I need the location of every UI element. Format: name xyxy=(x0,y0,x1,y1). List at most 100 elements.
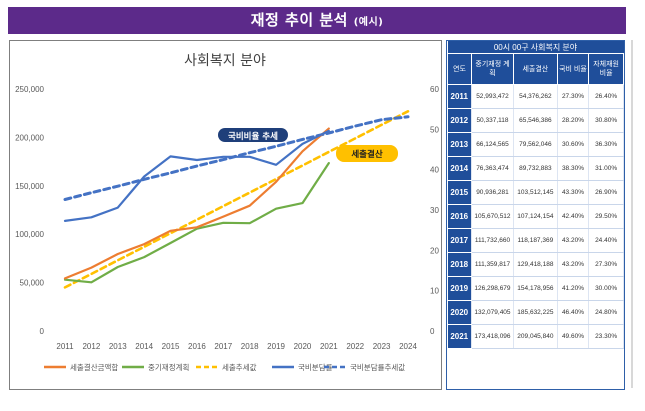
table-row: 2018 111,359,817 129,418,188 43.20% 27.30% xyxy=(447,252,624,277)
page-subtitle: (예시) xyxy=(353,17,384,28)
table-year-cell: 2019 xyxy=(447,276,472,301)
table-cell: 50,337,118 xyxy=(471,108,515,133)
table-row: 2021 173,418,096 209,045,840 49.60% 23.30% xyxy=(447,324,624,349)
x-tick-label: 2012 xyxy=(82,342,100,351)
x-tick-label: 2011 xyxy=(56,342,74,351)
table-cell: 46.40% xyxy=(557,300,590,325)
y-right-tick-label: 10 xyxy=(430,287,439,296)
table-row: 2015 90,936,281 103,512,145 43.30% 26.90% xyxy=(447,180,624,205)
x-tick-label: 2015 xyxy=(162,342,180,351)
table-cell: 26.90% xyxy=(588,180,624,205)
y-left-tick-label: 200,000 xyxy=(15,133,44,142)
table-year-cell: 2014 xyxy=(447,156,472,181)
series-line-4 xyxy=(63,127,330,280)
table-header-cell: 세출결산 xyxy=(513,53,558,85)
x-tick-label: 2013 xyxy=(109,342,127,351)
table-year-cell: 2017 xyxy=(447,228,472,253)
table-header-cell: 국비 비율 xyxy=(556,53,590,85)
table-year-cell: 2020 xyxy=(447,300,472,325)
table-year-cell: 2018 xyxy=(447,252,472,277)
x-tick-label: 2016 xyxy=(188,342,206,351)
table-cell: 42.40% xyxy=(557,204,590,229)
table-cell: 26.40% xyxy=(588,84,624,109)
data-table: 00시 00구 사회복지 분야 연도 중기재정 계획 세출결산 국비 비율 자체재원 비… xyxy=(447,41,624,349)
table-cell: 132,079,405 xyxy=(471,300,515,325)
table-cell: 173,418,096 xyxy=(471,324,515,349)
x-tick-label: 2020 xyxy=(294,342,312,351)
table-cell: 107,124,154 xyxy=(513,204,558,229)
series-line-3 xyxy=(63,161,330,284)
table-cell: 185,632,225 xyxy=(513,300,558,325)
page-title: 재정 추이 분석 xyxy=(250,11,348,29)
table-year-cell: 2021 xyxy=(447,324,472,349)
table-cell: 118,187,369 xyxy=(513,228,558,253)
table-cell: 54,376,262 xyxy=(513,84,558,109)
table-cell: 103,512,145 xyxy=(513,180,558,205)
table-year-cell: 2011 xyxy=(447,84,472,109)
table-cell: 154,178,956 xyxy=(513,276,558,301)
table-row: 2014 76,363,474 89,732,883 38.30% 31.00% xyxy=(447,156,624,181)
table-cell: 129,418,188 xyxy=(513,252,558,277)
table-cell: 209,045,840 xyxy=(513,324,558,349)
table-cell: 27.30% xyxy=(588,252,624,277)
table-cell: 43.30% xyxy=(557,180,590,205)
table-cell: 89,732,883 xyxy=(513,156,558,181)
table-cell: 41.20% xyxy=(557,276,590,301)
settlement-callout-box xyxy=(336,145,398,162)
table-row: 2013 66,124,565 79,562,046 30.60% 36.30% xyxy=(447,132,624,157)
table-cell: 30.80% xyxy=(588,108,624,133)
x-tick-label: 2017 xyxy=(214,342,232,351)
table-cell: 126,298,679 xyxy=(471,276,515,301)
y-left-tick-label: 150,000 xyxy=(15,182,44,191)
x-tick-label: 2024 xyxy=(399,342,417,351)
x-tick-label: 2021 xyxy=(320,342,338,351)
table-header-cell: 연도 xyxy=(447,53,472,85)
table-header-cell: 자체재원 비율 xyxy=(588,53,624,85)
legend-label: 세출추세값 xyxy=(222,362,257,372)
table-cell: 29.50% xyxy=(588,204,624,229)
table-year-cell: 2016 xyxy=(447,204,472,229)
table-cell: 111,359,817 xyxy=(471,252,515,277)
legend-label: 중기재정계획 xyxy=(148,362,189,372)
table-cell: 66,124,565 xyxy=(471,132,515,157)
y-left-tick-label: 50,000 xyxy=(20,279,45,288)
series-line-1 xyxy=(63,110,410,289)
y-right-tick-label: 20 xyxy=(430,246,439,255)
chart-panel: 사회복지 분야 0 50,000 100,000 150,000 200,000 250,0… xyxy=(9,40,442,390)
y-right-tick-label: 30 xyxy=(430,206,439,215)
line-chart: 사회복지 분야 0 50,000 100,000 150,000 200,000 250,0… xyxy=(15,53,439,372)
table-header-cell: 중기재정 계획 xyxy=(470,53,515,85)
table-cell: 24.40% xyxy=(588,228,624,253)
table-row: 2017 111,732,660 118,187,369 43.20% 24.40% xyxy=(447,228,624,253)
x-tick-label: 2023 xyxy=(373,342,391,351)
x-tick-label: 2022 xyxy=(346,342,364,351)
x-tick-label: 2014 xyxy=(135,342,153,351)
y-left-tick-label: 100,000 xyxy=(15,230,44,239)
table-cell: 105,670,512 xyxy=(471,204,515,229)
table-cell: 90,936,281 xyxy=(471,180,515,205)
settlement-callout: 세출결산 xyxy=(351,149,382,160)
table-cell: 111,732,660 xyxy=(471,228,515,253)
table-cell: 24.80% xyxy=(588,300,624,325)
table-row: 2016 105,670,512 107,124,154 42.40% 29.50% xyxy=(447,204,624,229)
y-right-tick-label: 50 xyxy=(430,125,439,134)
page-border xyxy=(631,40,633,388)
table-row: 2019 126,298,679 154,178,956 41.20% 30.00% xyxy=(447,276,624,301)
table-row: 2011 52,993,472 54,376,262 27.30% 26.40% xyxy=(447,84,624,109)
table-cell: 28.20% xyxy=(557,108,590,133)
table-cell: 79,562,046 xyxy=(513,132,558,157)
ratio-trend-callout-box xyxy=(218,128,288,142)
table-cell: 65,546,386 xyxy=(513,108,558,133)
table-caption: 00시 00구 사회복지 분야 xyxy=(447,41,624,54)
y-left-tick-label: 0 xyxy=(40,327,45,336)
legend-label: 국비분담률 xyxy=(298,362,333,372)
table-cell: 49.60% xyxy=(557,324,590,349)
table-row: 2020 132,079,405 185,632,225 46.40% 24.80% xyxy=(447,300,624,325)
table-year-cell: 2012 xyxy=(447,108,472,133)
series-line-5 xyxy=(63,129,330,222)
table-cell: 38.30% xyxy=(557,156,590,181)
table-cell: 76,363,474 xyxy=(471,156,515,181)
table-cell: 36.30% xyxy=(588,132,624,157)
y-left-tick-label: 250,000 xyxy=(15,85,44,94)
table-cell: 30.60% xyxy=(557,132,590,157)
